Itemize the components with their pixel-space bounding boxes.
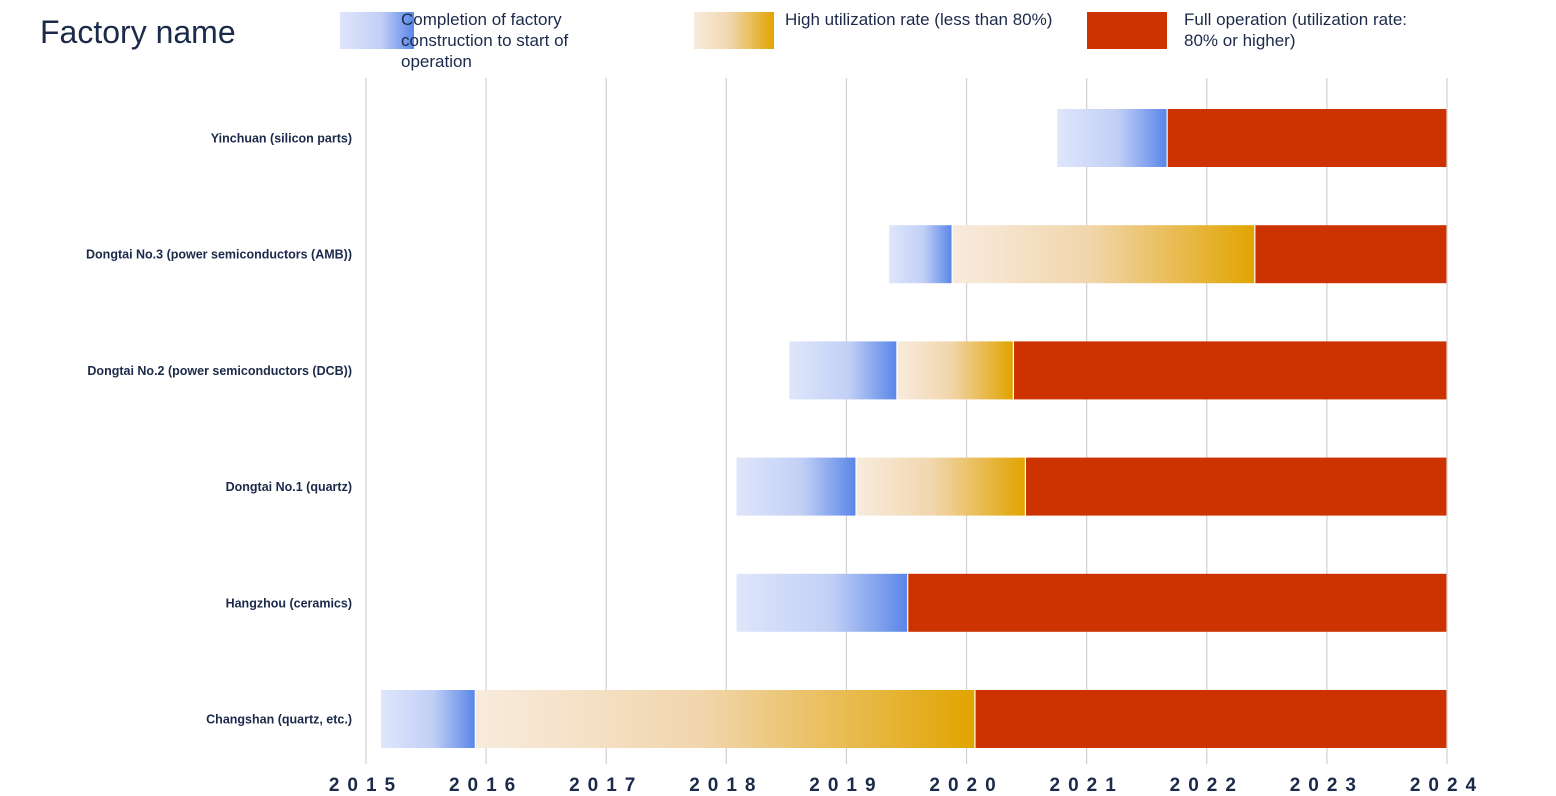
x-tick-label-2018: 2018 — [689, 775, 763, 796]
bar-segment-row3-series1 — [856, 457, 1025, 516]
x-tick-label-2020: 2020 — [929, 775, 1003, 796]
bar-segment-row2-series1 — [897, 341, 1013, 400]
bar-segment-row1-series2 — [1255, 225, 1447, 284]
chart-title: Factory name — [40, 14, 236, 50]
x-tick-label-2015: 2015 — [329, 775, 403, 796]
x-tick-label-2021: 2021 — [1050, 775, 1124, 796]
legend-swatch-full-operation — [1087, 12, 1167, 49]
bar-segment-row0-series0 — [1057, 109, 1167, 167]
row-label-1: Dongtai No.3 (power semiconductors (AMB)… — [86, 248, 352, 262]
bar-segment-row1-series1 — [952, 225, 1255, 284]
x-tick-label-2016: 2016 — [449, 775, 523, 796]
bar-segment-row4-series2 — [908, 573, 1447, 632]
bar-segment-row2-series2 — [1013, 341, 1447, 400]
bar-segment-row0-series2 — [1167, 109, 1447, 167]
x-tick-label-2024: 2024 — [1410, 775, 1484, 796]
legend-swatch-construction — [340, 12, 414, 49]
bar-segment-row5-series1 — [475, 690, 975, 748]
x-tick-label-2022: 2022 — [1170, 775, 1244, 796]
bar-segment-row2-series0 — [789, 341, 897, 400]
legend-label-full-operation: Full operation (utilization rate: 80% or… — [1184, 10, 1408, 50]
bar-segment-row5-series0 — [381, 690, 475, 748]
x-tick-label-2019: 2019 — [809, 775, 883, 796]
legend-label-high-utilization: High utilization rate (less than 80%) — [785, 10, 1053, 29]
row-label-5: Changshan (quartz, etc.) — [206, 713, 352, 727]
bar-segment-row1-series0 — [889, 225, 952, 284]
row-label-4: Hangzhou (ceramics) — [226, 596, 352, 610]
bar-segment-row3-series2 — [1026, 457, 1447, 516]
bar-segment-row4-series0 — [736, 573, 908, 632]
legend-label-construction: Completion of factory construction to st… — [401, 10, 569, 71]
bar-segment-row3-series0 — [736, 457, 856, 516]
bar-segment-row5-series2 — [975, 690, 1447, 748]
row-label-3: Dongtai No.1 (quartz) — [226, 480, 352, 494]
x-tick-label-2017: 2017 — [569, 775, 643, 796]
row-label-2: Dongtai No.2 (power semiconductors (DCB)… — [87, 364, 352, 378]
x-tick-label-2023: 2023 — [1290, 775, 1364, 796]
row-label-0: Yinchuan (silicon parts) — [211, 132, 352, 146]
legend-swatch-high-utilization — [694, 12, 774, 49]
